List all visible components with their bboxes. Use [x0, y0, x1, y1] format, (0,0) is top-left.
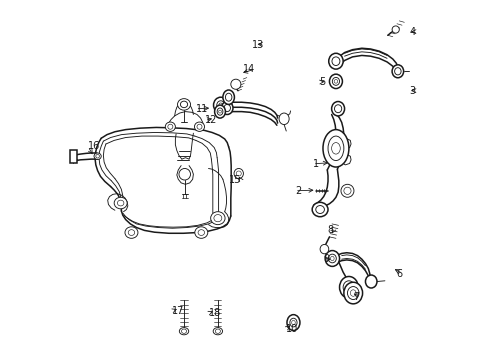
Ellipse shape	[334, 105, 341, 113]
Ellipse shape	[180, 101, 187, 108]
Ellipse shape	[347, 287, 358, 300]
Ellipse shape	[365, 275, 376, 288]
Ellipse shape	[219, 103, 222, 107]
Ellipse shape	[194, 227, 207, 238]
Ellipse shape	[329, 74, 342, 89]
Ellipse shape	[167, 124, 172, 129]
Text: 5: 5	[319, 77, 325, 87]
Ellipse shape	[328, 53, 343, 69]
Text: 15: 15	[228, 175, 241, 185]
Ellipse shape	[230, 79, 241, 89]
Ellipse shape	[327, 136, 343, 161]
Ellipse shape	[279, 113, 288, 125]
Text: 3: 3	[408, 86, 415, 96]
Text: 11: 11	[195, 104, 207, 114]
Ellipse shape	[322, 130, 348, 167]
Ellipse shape	[117, 200, 123, 206]
Ellipse shape	[213, 328, 222, 335]
Ellipse shape	[216, 101, 224, 109]
Ellipse shape	[394, 68, 400, 75]
Ellipse shape	[213, 215, 222, 222]
Ellipse shape	[224, 104, 230, 112]
Ellipse shape	[223, 90, 234, 104]
Ellipse shape	[391, 26, 399, 33]
Ellipse shape	[339, 276, 358, 298]
Text: 14: 14	[243, 64, 255, 74]
Ellipse shape	[114, 197, 127, 209]
Ellipse shape	[96, 154, 99, 158]
Ellipse shape	[391, 65, 403, 78]
Text: 7: 7	[353, 292, 359, 302]
Ellipse shape	[343, 281, 354, 294]
Ellipse shape	[343, 187, 350, 194]
Ellipse shape	[333, 80, 337, 83]
Text: 8: 8	[327, 225, 333, 235]
Text: 2: 2	[294, 186, 301, 196]
Ellipse shape	[330, 256, 333, 261]
Ellipse shape	[328, 254, 336, 263]
Ellipse shape	[94, 153, 101, 159]
Ellipse shape	[349, 290, 355, 296]
Ellipse shape	[225, 93, 231, 101]
Text: 6: 6	[396, 269, 402, 279]
Ellipse shape	[320, 244, 328, 254]
Ellipse shape	[198, 230, 204, 235]
Ellipse shape	[125, 227, 138, 238]
Ellipse shape	[128, 230, 134, 235]
Ellipse shape	[194, 122, 204, 131]
Ellipse shape	[289, 318, 296, 327]
Ellipse shape	[236, 171, 241, 176]
Ellipse shape	[325, 251, 339, 266]
Text: 18: 18	[208, 308, 220, 318]
Ellipse shape	[332, 77, 339, 85]
Text: 13: 13	[251, 40, 264, 50]
Ellipse shape	[197, 124, 202, 129]
Ellipse shape	[181, 329, 186, 333]
Ellipse shape	[221, 102, 232, 114]
Ellipse shape	[340, 184, 353, 197]
Text: 9: 9	[323, 254, 329, 264]
Text: 4: 4	[408, 27, 415, 37]
Ellipse shape	[210, 212, 224, 225]
Text: 10: 10	[285, 324, 297, 334]
Ellipse shape	[315, 206, 324, 213]
Ellipse shape	[213, 97, 227, 113]
Ellipse shape	[331, 57, 339, 66]
Ellipse shape	[331, 143, 340, 154]
Ellipse shape	[291, 320, 295, 325]
Ellipse shape	[286, 315, 299, 330]
Ellipse shape	[177, 99, 190, 110]
Ellipse shape	[179, 328, 188, 335]
Ellipse shape	[331, 102, 344, 116]
Ellipse shape	[214, 105, 225, 118]
Ellipse shape	[311, 202, 327, 217]
Ellipse shape	[343, 282, 362, 304]
Ellipse shape	[234, 168, 243, 179]
Text: 16: 16	[88, 141, 100, 151]
Ellipse shape	[218, 110, 221, 113]
Ellipse shape	[217, 108, 223, 115]
Bar	[70, 150, 77, 163]
Ellipse shape	[165, 122, 175, 131]
Ellipse shape	[179, 168, 190, 180]
Text: 17: 17	[171, 306, 184, 316]
Text: 1: 1	[312, 159, 318, 169]
Text: 12: 12	[204, 115, 217, 125]
Ellipse shape	[346, 284, 351, 291]
Ellipse shape	[215, 329, 220, 333]
